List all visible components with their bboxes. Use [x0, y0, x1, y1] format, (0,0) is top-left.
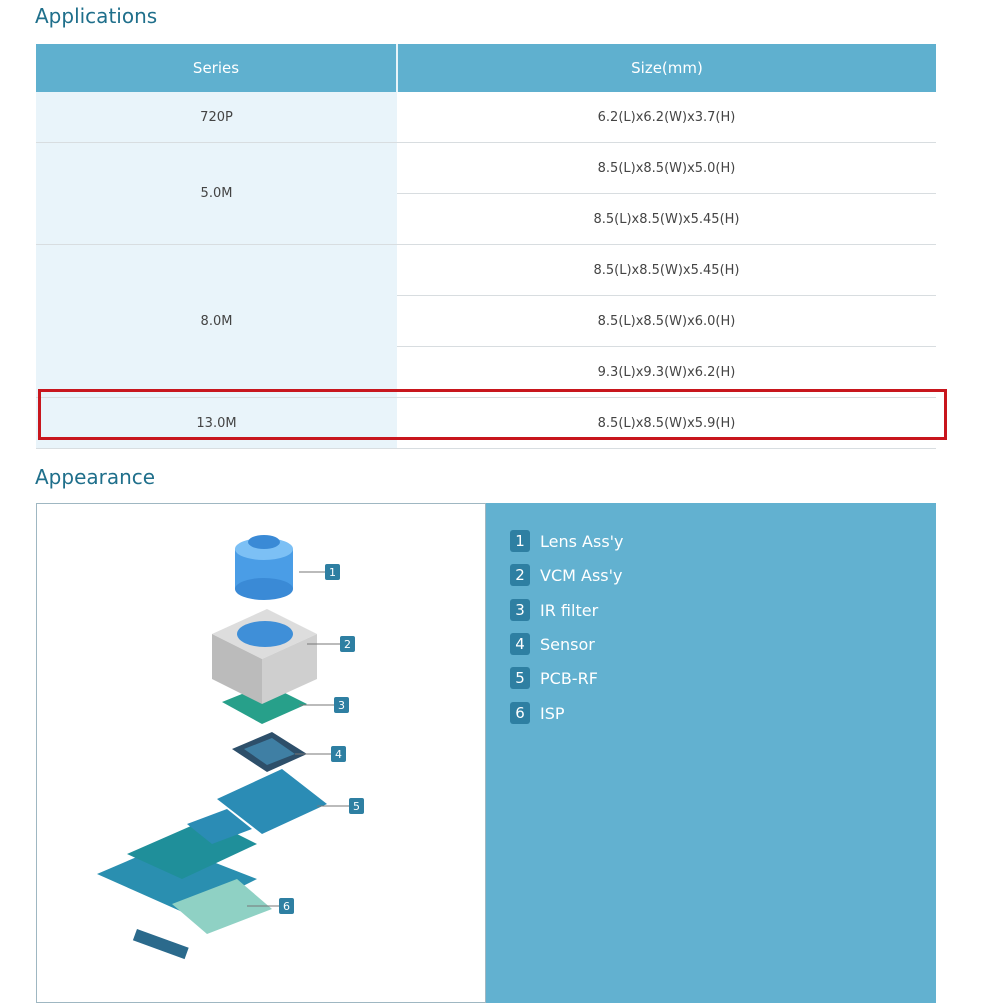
- appearance-panel: 1 2 3 4 5 6 1 Lens Ass'y 2 VCM Ass'y 3 IR filte…: [36, 503, 936, 1003]
- legend-item: 5 PCB-RF: [510, 667, 598, 689]
- svg-text:5: 5: [353, 800, 360, 813]
- table-row: 13.0M 8.5(L)x8.5(W)x5.9(H): [36, 397, 936, 449]
- series-cell: 5.0M: [36, 142, 397, 245]
- svg-text:1: 1: [329, 566, 336, 579]
- series-cell: 13.0M: [36, 397, 397, 449]
- series-cell: 720P: [36, 92, 397, 143]
- camera-module-exploded-image: 1 2 3 4 5 6: [36, 503, 486, 1003]
- applications-title: Applications: [35, 4, 158, 28]
- header-series: Series: [36, 44, 397, 92]
- table-row: 720P 6.2(L)x6.2(W)x3.7(H): [36, 92, 936, 143]
- highlight-box: [38, 389, 947, 440]
- legend-item: 3 IR filter: [510, 599, 598, 621]
- legend-item: 4 Sensor: [510, 633, 595, 655]
- svg-text:4: 4: [335, 748, 342, 761]
- applications-table: Series Size(mm) 720P 6.2(L)x6.2(W)x3.7(H)…: [36, 44, 936, 449]
- svg-text:3: 3: [338, 699, 345, 712]
- table-row: 5.0M 8.5(L)x8.5(W)x5.0(H): [36, 142, 936, 245]
- series-cell: 8.0M: [36, 244, 397, 398]
- size-cell: 8.5(L)x8.5(W)x5.9(H): [397, 397, 936, 449]
- size-cell: 8.5(L)x8.5(W)x5.0(H): [397, 142, 936, 194]
- svg-text:6: 6: [283, 900, 290, 913]
- size-cell: 8.5(L)x8.5(W)x5.45(H): [397, 193, 936, 245]
- svg-text:2: 2: [344, 638, 351, 651]
- header-size: Size(mm): [396, 44, 936, 92]
- legend-item: 6 ISP: [510, 702, 565, 724]
- size-cell: 6.2(L)x6.2(W)x3.7(H): [397, 92, 936, 143]
- table-row: 8.0M 8.5(L)x8.5(W)x5.45(H): [36, 244, 936, 398]
- table-row: 8.5(L)x8.5(W)x6.0(H): [36, 295, 936, 347]
- parts-legend: 1 Lens Ass'y 2 VCM Ass'y 3 IR filter 4 Senso…: [486, 503, 936, 1003]
- legend-item: 2 VCM Ass'y: [510, 564, 623, 586]
- size-cell: 8.5(L)x8.5(W)x5.45(H): [397, 244, 936, 296]
- legend-item: 1 Lens Ass'y: [510, 530, 624, 552]
- size-cell: 8.5(L)x8.5(W)x6.0(H): [397, 295, 936, 347]
- appearance-title: Appearance: [35, 465, 156, 489]
- table-row: 8.5(L)x8.5(W)x5.45(H): [36, 193, 936, 245]
